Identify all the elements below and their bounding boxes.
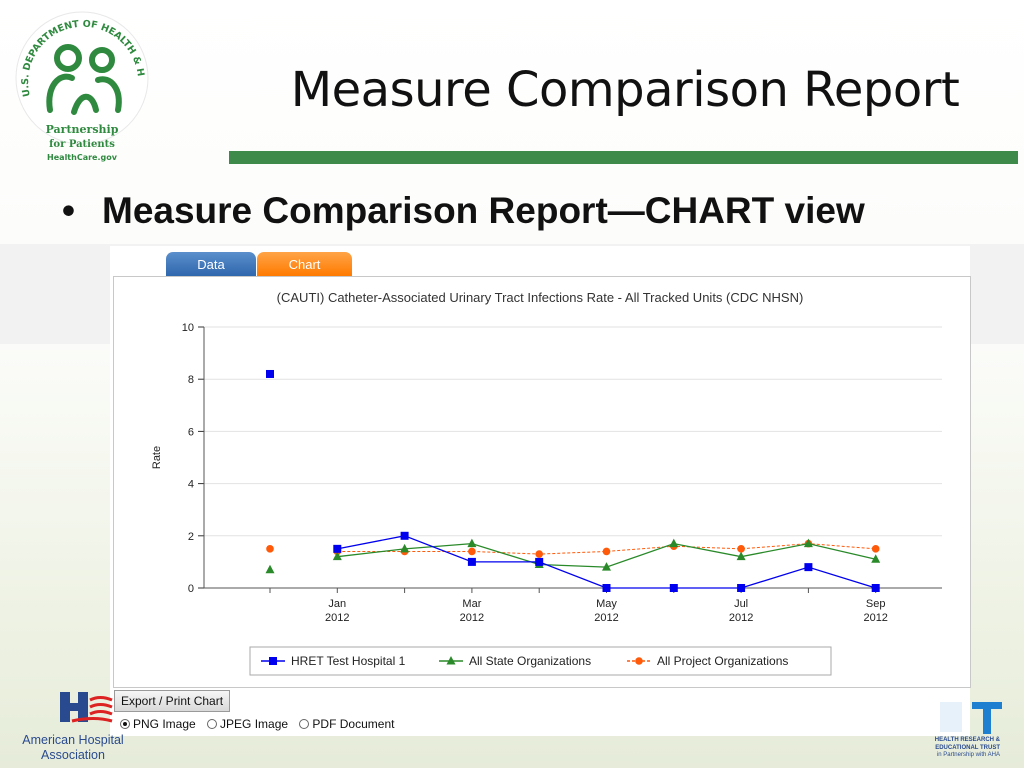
data-point-triangle bbox=[871, 554, 881, 563]
hret-line-1: HEALTH RESEARCH & bbox=[934, 737, 1000, 743]
x-tick-label-month: Jul bbox=[734, 598, 748, 610]
data-point-triangle bbox=[803, 538, 813, 548]
legend-label: All State Organizations bbox=[469, 654, 591, 668]
title-underline-bar bbox=[229, 151, 1018, 164]
legend-marker-triangle bbox=[446, 656, 456, 665]
radio-selected-icon bbox=[120, 719, 130, 729]
hret-line-2: EDUCATIONAL TRUST bbox=[935, 744, 1000, 751]
partnership-for-patients-logo: U.S. DEPARTMENT OF HEALTH & HUMAN SERVIC… bbox=[10, 6, 149, 162]
radio-png-label: PNG Image bbox=[133, 717, 196, 731]
radio-pdf-label: PDF Document bbox=[312, 717, 395, 731]
data-point-square bbox=[266, 369, 274, 378]
x-tick-label-month: Jan bbox=[328, 598, 346, 610]
legend-box bbox=[249, 646, 832, 676]
y-tick-label: 4 bbox=[188, 479, 194, 491]
radio-pdf[interactable]: PDF Document bbox=[299, 717, 394, 731]
legend-marker-circle bbox=[635, 657, 643, 665]
data-point-square bbox=[535, 557, 544, 566]
y-tick-label: 10 bbox=[182, 322, 194, 334]
legend-marker-square bbox=[269, 657, 277, 665]
series-line-square bbox=[337, 535, 876, 589]
family-icon bbox=[46, 44, 122, 115]
x-tick-label-year: 2012 bbox=[594, 612, 618, 624]
data-point-square bbox=[804, 563, 813, 572]
bullet-text: Measure Comparison Report—CHART view bbox=[102, 190, 865, 231]
data-point-circle bbox=[737, 545, 745, 553]
export-format-options: PNG Image JPEG Image PDF Document bbox=[120, 717, 402, 732]
data-point-circle bbox=[871, 545, 880, 553]
radio-unselected-icon bbox=[207, 719, 218, 729]
data-point-square bbox=[602, 584, 611, 592]
aha-line-2: Association bbox=[41, 748, 105, 762]
chart-panel bbox=[113, 276, 971, 688]
tab-data[interactable]: Data bbox=[166, 252, 256, 276]
legend-label: HRET Test Hospital 1 bbox=[291, 654, 406, 668]
data-point-circle bbox=[266, 545, 274, 553]
data-point-square bbox=[467, 557, 476, 566]
data-point-circle bbox=[468, 547, 476, 556]
radio-unselected-icon bbox=[299, 719, 310, 729]
data-point-circle bbox=[535, 550, 543, 558]
x-tick-label-year: 2012 bbox=[863, 612, 887, 624]
hret-logo bbox=[940, 702, 1002, 734]
data-point-square bbox=[669, 584, 678, 592]
data-point-triangle bbox=[265, 564, 275, 574]
chart-title: (CAUTI) Catheter-Associated Urinary Trac… bbox=[277, 290, 804, 305]
x-tick-label-year: 2012 bbox=[460, 612, 484, 624]
y-tick-label: 0 bbox=[188, 583, 194, 595]
bullet-dot-icon: • bbox=[62, 190, 75, 231]
x-tick-label-month: May bbox=[596, 598, 617, 610]
hret-name: HEALTH RESEARCH & EDUCATIONAL TRUST in P… bbox=[888, 737, 1000, 760]
legend-label: All Project Organizations bbox=[657, 654, 788, 668]
aha-line-1: American Hospital bbox=[22, 733, 124, 747]
data-point-circle bbox=[602, 547, 611, 556]
data-point-triangle bbox=[332, 551, 342, 561]
radio-jpeg-label: JPEG Image bbox=[220, 717, 289, 731]
data-point-square bbox=[737, 584, 746, 592]
line-chart: (CAUTI) Catheter-Associated Urinary Trac… bbox=[151, 290, 942, 676]
data-point-square bbox=[400, 531, 409, 540]
tab-chart[interactable]: Chart bbox=[257, 252, 352, 276]
x-tick-label-year: 2012 bbox=[729, 612, 753, 624]
hhs-line-1: Partnership bbox=[46, 123, 119, 136]
hhs-line-2: for Patients bbox=[49, 139, 115, 150]
x-tick-label-month: Sep bbox=[866, 598, 886, 610]
y-tick-label: 2 bbox=[188, 531, 194, 543]
slide-title: Measure Comparison Report bbox=[290, 62, 960, 118]
data-point-triangle bbox=[602, 562, 611, 571]
hhs-line-3: HealthCare.gov bbox=[47, 153, 118, 162]
data-point-triangle bbox=[736, 551, 746, 561]
radio-png[interactable]: PNG Image bbox=[120, 717, 196, 731]
y-tick-label: 8 bbox=[188, 374, 194, 386]
data-point-square bbox=[871, 584, 880, 592]
data-point-triangle bbox=[669, 538, 679, 548]
x-tick-label-month: Mar bbox=[462, 598, 481, 610]
aha-logo bbox=[60, 692, 113, 723]
y-axis-label: Rate bbox=[151, 446, 163, 469]
hret-line-3: in Partnership with AHA bbox=[936, 752, 1000, 758]
bullet-item: • Measure Comparison Report—CHART view bbox=[62, 190, 865, 232]
data-point-triangle bbox=[467, 538, 477, 548]
data-point-square bbox=[333, 544, 342, 553]
x-tick-label-year: 2012 bbox=[325, 612, 349, 624]
aha-name: American Hospital Association bbox=[8, 733, 138, 763]
radio-jpeg[interactable]: JPEG Image bbox=[207, 717, 288, 731]
y-tick-label: 6 bbox=[188, 426, 194, 438]
data-point-triangle bbox=[400, 543, 410, 553]
export-print-button[interactable]: Export / Print Chart bbox=[114, 690, 231, 712]
